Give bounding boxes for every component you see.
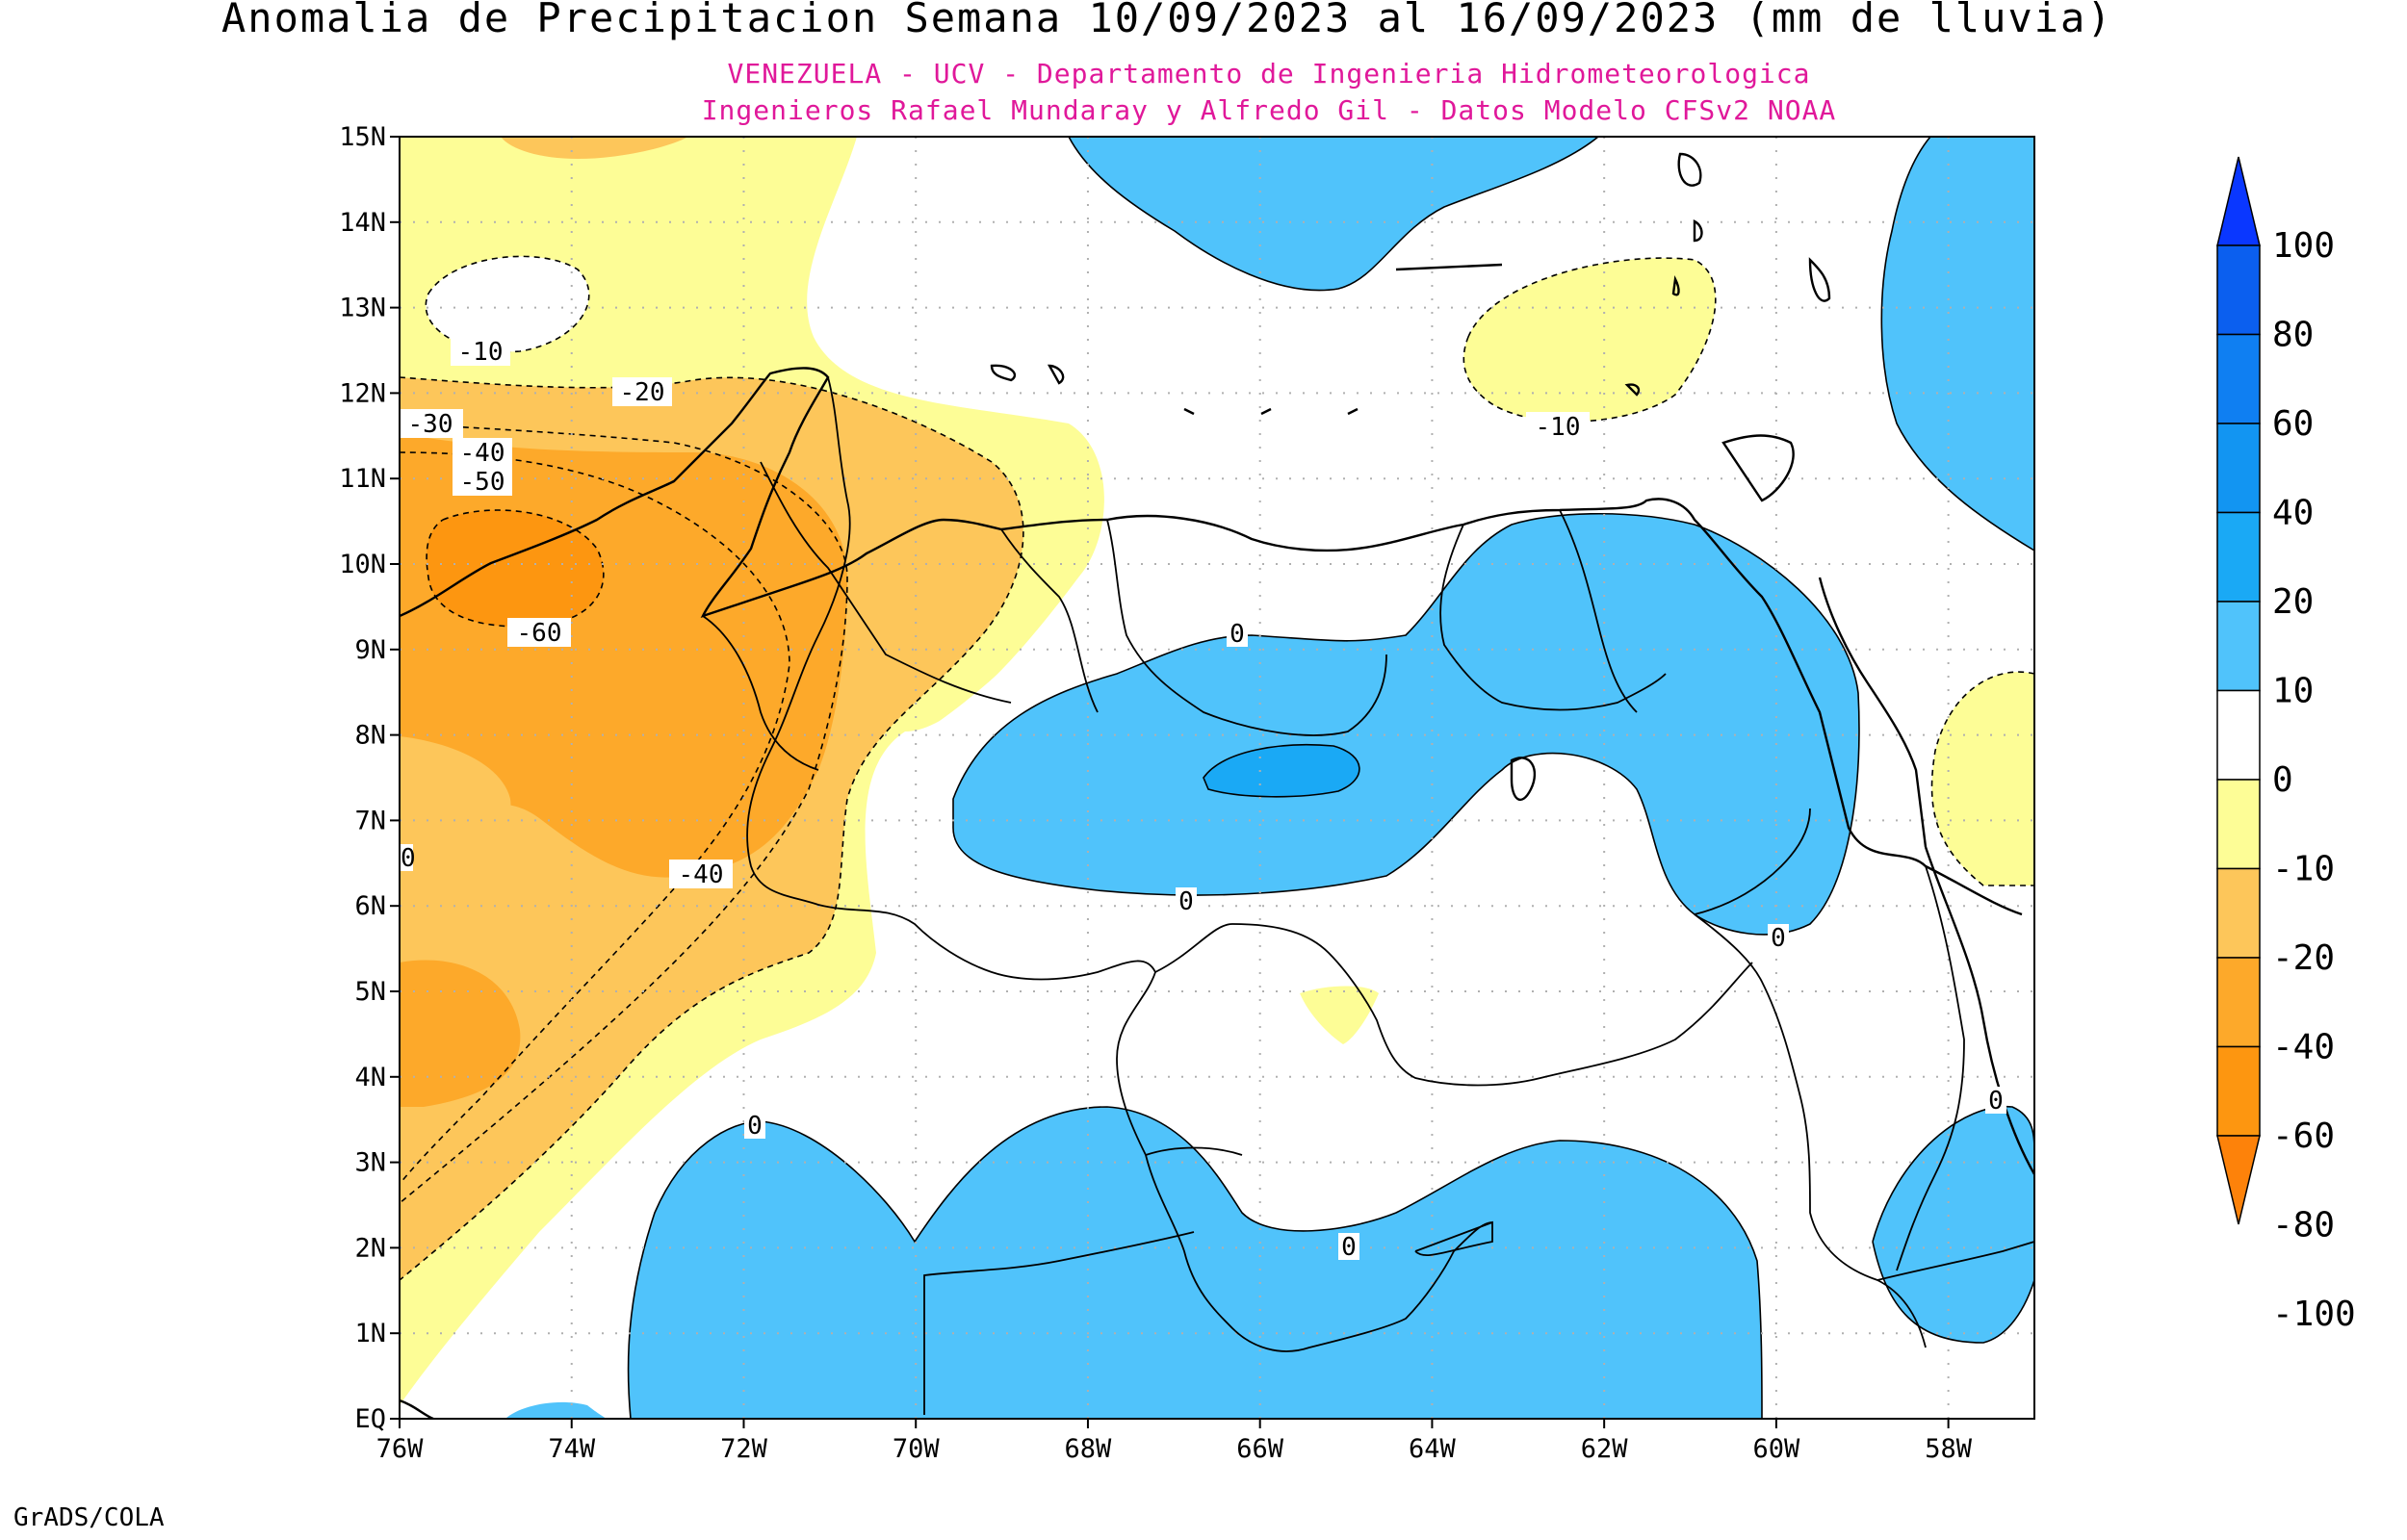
contour-label-minus10-nw: -10 (458, 338, 504, 367)
anomaly-region-plus0-northeast (1881, 137, 2034, 551)
y-tick-label: 13N (339, 294, 386, 323)
colorbar-swatch (2216, 1045, 2261, 1137)
colorbar-swatch (2216, 957, 2261, 1048)
y-tick-label: 10N (339, 550, 386, 579)
y-tick-label: 9N (354, 635, 386, 665)
lat-lon-grid (400, 137, 2034, 1419)
colorbar-swatch (2216, 601, 2261, 692)
y-tick-label: 11N (339, 464, 386, 494)
contour-labels: -10 -20 -30 -40 -50 -60 -40 -10 0 0 0 0 … (400, 337, 2006, 1262)
y-tick-label: 1N (354, 1319, 386, 1348)
coastlines (400, 152, 2034, 1419)
anomaly-region-minus10-small (1300, 986, 1379, 1044)
anomaly-region-minus10-northeast (1463, 258, 1716, 423)
y-tick-label: 3N (354, 1148, 386, 1178)
y-tick-label: 2N (354, 1233, 386, 1263)
country-borders (702, 376, 2034, 1415)
y-tick-label: 4N (354, 1063, 386, 1092)
x-tick-label: 64W (1409, 1434, 1457, 1464)
contour-label-zero-mid: 0 (1178, 887, 1194, 916)
latitude-axis: EQ 1N 2N 3N 4N 5N 6N 7N 8N 9N 10N 11N 12N 13N 14N 15N (339, 122, 400, 1434)
anomaly-region-plus0-north (1069, 137, 1598, 291)
colorbar-label: 0 (2272, 760, 2293, 800)
y-tick-label: 5N (354, 977, 386, 1007)
anomaly-region-minus10-east (1931, 672, 2034, 886)
contour-label-zero-southeast: 0 (1988, 1087, 2004, 1116)
colorbar-label: 80 (2272, 316, 2314, 355)
colorbar-label: 60 (2272, 404, 2314, 444)
colorbar-label: -40 (2272, 1028, 2335, 1067)
contour-label-zero-south: 0 (1341, 1233, 1357, 1262)
colorbar-swatch (2216, 333, 2261, 424)
negative-contours (400, 255, 2034, 1281)
x-tick-label: 68W (1065, 1434, 1113, 1464)
anomaly-region-minus60-core (427, 510, 604, 627)
anomaly-region-minus40-west-mid (400, 736, 511, 857)
contour-label-minus30: -30 (408, 410, 453, 439)
contour-label-zero-west: 0 (401, 844, 416, 873)
map-title: Anomalia de Precipitacion Semana 10/09/2… (221, 0, 2113, 41)
colorbar-swatch (2216, 423, 2261, 514)
map-area: -10 -20 -30 -40 -50 -60 -40 -10 0 0 0 0 … (400, 137, 2034, 1419)
colorbar-label: -20 (2272, 938, 2335, 978)
anomaly-region-plus10 (1204, 744, 1359, 797)
colorbar-label: 10 (2272, 672, 2314, 711)
colorbar-swatch (2216, 867, 2261, 959)
y-tick-label: 7N (354, 806, 386, 835)
colorbar-max-arrow (2216, 156, 2261, 246)
colorbar-swatch (2216, 244, 2261, 336)
x-tick-label: 60W (1753, 1434, 1801, 1464)
anomaly-region-plus0-central (953, 513, 1859, 935)
zero-contours (627, 137, 2034, 1419)
contour-label-zero-southwest: 0 (747, 1112, 763, 1141)
contour-label-minus10-ne: -10 (1536, 413, 1581, 442)
colorbar-swatch (2216, 779, 2261, 870)
contour-label-minus40-south: -40 (679, 860, 724, 889)
colorbar-label: -10 (2272, 850, 2335, 889)
y-tick-label: 6N (354, 891, 386, 921)
grads-credit: GrADS/COLA (13, 1503, 165, 1532)
colorbar-label: -100 (2272, 1295, 2356, 1334)
colorbar-swatch (2216, 689, 2261, 781)
anomaly-region-plus0-southwest (505, 1401, 607, 1419)
anomaly-region-plus0-south (628, 1107, 1762, 1419)
colorbar-label: -60 (2272, 1116, 2335, 1156)
colorbar-label: 100 (2272, 226, 2335, 266)
contour-label-minus50: -50 (460, 468, 505, 497)
colorbar-label: -80 (2272, 1206, 2335, 1245)
anomaly-region-minus20-north (501, 137, 688, 159)
subtitle-institution: VENEZUELA - UCV - Departamento de Ingeni… (727, 58, 1810, 90)
x-tick-label: 74W (548, 1434, 596, 1464)
map-frame (399, 136, 2035, 1420)
x-tick-label: 66W (1236, 1434, 1284, 1464)
colorbar-label: 20 (2272, 582, 2314, 622)
y-tick-label: 15N (339, 122, 386, 152)
contour-label-minus40-nw: -40 (460, 439, 505, 468)
colorbar-label: 40 (2272, 494, 2314, 533)
contour-label-minus20: -20 (620, 378, 665, 407)
anomaly-region-plus0-southeast (1873, 1106, 2034, 1343)
x-tick-label: 58W (1925, 1434, 1973, 1464)
y-tick-label: EQ (354, 1404, 386, 1434)
contour-label-zero-central: 0 (1229, 620, 1245, 649)
colorbar-min-arrow (2216, 1135, 2261, 1225)
y-tick-label: 12N (339, 378, 386, 408)
x-tick-label: 62W (1581, 1434, 1629, 1464)
anomaly-region-neutral-northwest (426, 256, 589, 352)
colorbar-swatch (2216, 511, 2261, 603)
subtitle-authors: Ingenieros Rafael Mundaray y Alfredo Gil… (702, 94, 1837, 126)
x-tick-label: 70W (893, 1434, 941, 1464)
x-tick-label: 72W (720, 1434, 768, 1464)
longitude-axis: 76W 74W 72W 70W 68W 66W 64W 62W 60W 58W (376, 1419, 1973, 1464)
contour-label-minus60: -60 (517, 619, 562, 648)
anomaly-region-minus40-south (400, 960, 521, 1107)
y-tick-label: 14N (339, 208, 386, 238)
contour-label-zero-east: 0 (1771, 924, 1786, 953)
y-tick-label: 8N (354, 721, 386, 751)
x-tick-label: 76W (376, 1434, 425, 1464)
